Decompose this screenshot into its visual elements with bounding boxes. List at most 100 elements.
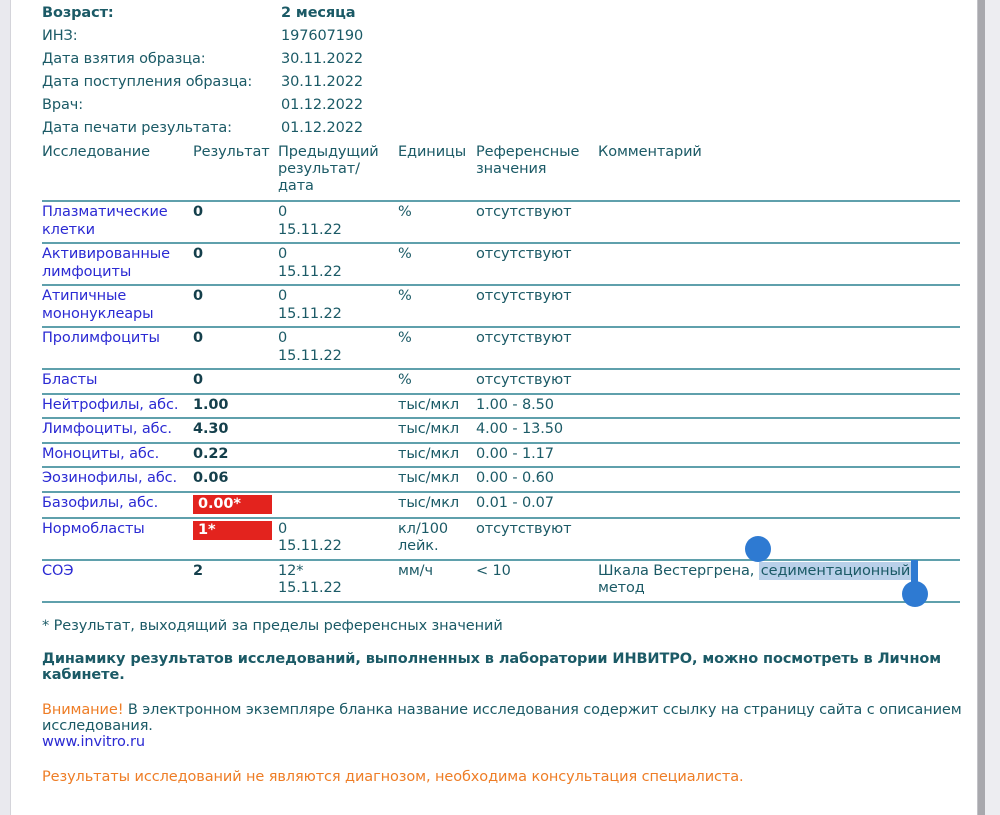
info-row-inz: ИНЗ: 197607190 <box>42 25 960 48</box>
selected-text[interactable]: седиментационный <box>744 535 929 607</box>
info-row-doctor: Врач: 01.12.2022 <box>42 94 960 117</box>
reference-range: отсутствуют <box>476 288 572 304</box>
info-label: Врач: <box>42 97 83 113</box>
units-value: % <box>398 330 412 346</box>
result-value: 0 <box>193 330 203 346</box>
result-value-flagged: 1* <box>193 520 278 556</box>
result-value: 0.06 <box>193 470 229 486</box>
invitro-link[interactable]: www.invitro.ru <box>42 733 145 750</box>
vertical-scrollbar[interactable] <box>977 0 985 815</box>
info-value: 197607190 <box>281 28 364 44</box>
comment-text: Шкала Вестергрена, <box>598 562 759 579</box>
table-row: СОЭ 2 12* 15.11.22 мм/ч < 10 Шкала Вестер… <box>42 535 960 607</box>
info-value: 01.12.2022 <box>281 97 364 113</box>
table-row: Нейтрофилы, абс. 1.00 тыс/мкл 1.00 - 8.5… <box>42 392 960 418</box>
info-label: Возраст: <box>42 5 114 21</box>
test-name-link[interactable]: Активированные лимфоциты <box>42 246 170 280</box>
previous-result: 0 15.11.22 <box>278 288 342 322</box>
comment-cell <box>598 204 960 239</box>
comment-cell <box>598 372 960 390</box>
patient-info-block: Возраст: 2 месяца ИНЗ: 197607190 Дата вз… <box>42 2 960 140</box>
table-row: Моноциты, абс. 0.22 тыс/мкл 0.00 - 1.17 <box>42 441 960 467</box>
previous-result <box>278 470 398 488</box>
result-value: 2 <box>193 562 203 579</box>
result-value: 4.30 <box>193 421 229 437</box>
previous-result <box>278 397 398 415</box>
comment-cell <box>598 246 960 281</box>
table-row: Плазматические клетки 0 0 15.11.22 % отсу… <box>42 200 960 242</box>
test-name-link[interactable]: Лимфоциты, абс. <box>42 421 172 437</box>
result-value: 1.00 <box>193 396 229 413</box>
previous-result <box>278 372 398 390</box>
table-header-row: Исследование Результат Предыдущий резуль… <box>42 144 960 200</box>
info-row-print-date: Дата печати результата: 01.12.2022 <box>42 117 960 140</box>
test-name-link[interactable]: Плазматические клетки <box>42 204 168 238</box>
test-name-link[interactable]: Нормобласты <box>42 520 145 537</box>
test-name-link[interactable]: Нейтрофилы, абс. <box>42 396 179 413</box>
table-row: Активированные лимфоциты 0 0 15.11.22 % о… <box>42 242 960 284</box>
test-name-link[interactable]: Пролимфоциты <box>42 330 160 346</box>
column-header-comment: Комментарий <box>598 144 702 160</box>
result-value: 0 <box>193 204 203 220</box>
units-value: тыс/мкл <box>398 421 460 437</box>
column-header-result: Результат <box>193 144 270 160</box>
test-name-link[interactable]: Бласты <box>42 372 98 388</box>
warning-text: В электронном экземпляре бланка название… <box>42 701 962 734</box>
page-right-margin <box>985 0 1000 815</box>
reference-range: отсутствуют <box>476 246 572 262</box>
info-label: Дата взятия образца: <box>42 51 206 67</box>
comment-cell <box>598 470 960 488</box>
disclaimer-note: Результаты исследований не являются диаг… <box>42 768 744 785</box>
info-label: Дата поступления образца: <box>42 74 253 90</box>
previous-result: 0 15.11.22 <box>278 330 342 364</box>
units-value: тыс/мкл <box>398 494 460 511</box>
table-row: Пролимфоциты 0 0 15.11.22 % отсутствуют <box>42 326 960 368</box>
reference-range: 1.00 - 8.50 <box>476 396 554 413</box>
result-value-flagged: 0.00* <box>193 494 278 514</box>
table-row: Базофилы, абс. 0.00* тыс/мкл 0.01 - 0.07 <box>42 490 960 517</box>
page-left-margin <box>0 0 11 815</box>
warning-label: Внимание! <box>42 701 124 718</box>
units-value: % <box>398 288 412 304</box>
comment-cell: Шкала Вестергрена, седиментационный мето… <box>598 535 960 607</box>
previous-result: 0 15.11.22 <box>278 204 342 238</box>
column-header-test: Исследование <box>42 144 150 160</box>
selection-handle-end-icon[interactable] <box>902 580 929 607</box>
info-value: 2 месяца <box>281 5 356 21</box>
selection-handle-start-icon[interactable] <box>744 535 771 562</box>
test-name-link[interactable]: Эозинофилы, абс. <box>42 470 178 486</box>
table-row: Бласты 0 % отсутствуют <box>42 368 960 393</box>
test-name-link[interactable]: Базофилы, абс. <box>42 494 159 511</box>
comment-cell <box>598 495 960 514</box>
info-row-age: Возраст: 2 месяца <box>42 2 960 25</box>
out-of-range-flag: 1* <box>193 520 272 540</box>
comment-text: метод <box>598 580 645 596</box>
test-name-link[interactable]: Моноциты, абс. <box>42 445 160 462</box>
units-value: тыс/мкл <box>398 396 460 413</box>
comment-cell <box>598 330 960 365</box>
info-value: 30.11.2022 <box>281 51 364 67</box>
column-header-previous: Предыдущий результат/дата <box>278 144 379 194</box>
info-value: 30.11.2022 <box>281 74 364 90</box>
result-value: 0.22 <box>193 445 229 462</box>
reference-range: 0.01 - 0.07 <box>476 494 554 511</box>
units-value: тыс/мкл <box>398 470 460 486</box>
units-value: % <box>398 246 412 262</box>
result-value: 0 <box>193 372 203 388</box>
units-value: % <box>398 372 412 388</box>
info-value: 01.12.2022 <box>281 120 364 136</box>
comment-cell <box>598 446 960 464</box>
previous-result: 12* 15.11.22 <box>278 562 342 597</box>
info-row-sample-received: Дата поступления образца: 30.11.2022 <box>42 71 960 94</box>
table-row: Эозинофилы, абс. 0.06 тыс/мкл 0.00 - 0.6… <box>42 466 960 491</box>
test-name-link[interactable]: СОЭ <box>42 562 74 579</box>
reference-range: < 10 <box>476 562 511 579</box>
reference-range: отсутствуют <box>476 330 572 346</box>
result-value: 0 <box>193 246 203 262</box>
units-value: % <box>398 204 412 220</box>
test-name-link[interactable]: Атипичные мононуклеары <box>42 288 154 322</box>
comment-cell <box>598 397 960 415</box>
comment-cell <box>598 288 960 323</box>
previous-result <box>278 495 398 514</box>
previous-result: 0 15.11.22 <box>278 246 342 280</box>
